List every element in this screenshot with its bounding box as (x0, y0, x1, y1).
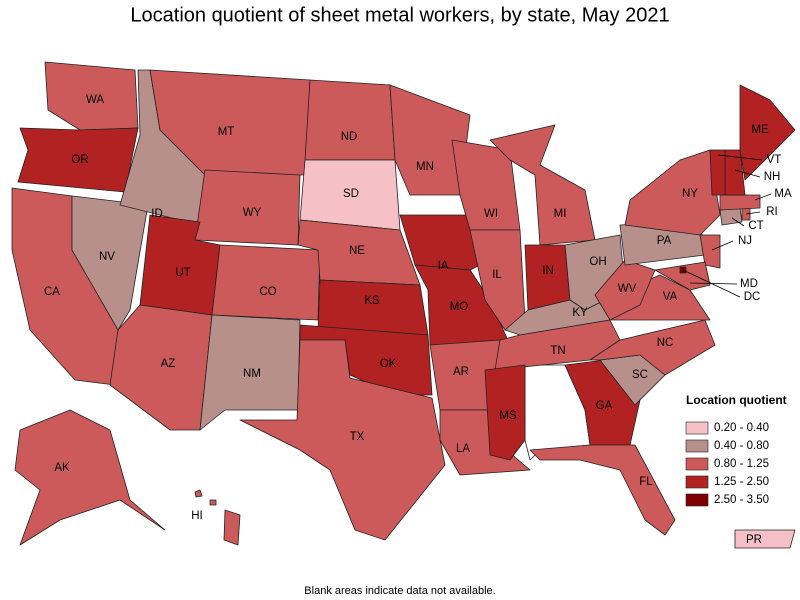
state-label: NE (349, 245, 365, 257)
state-label: SD (343, 188, 359, 200)
state-label: PR (746, 534, 762, 546)
state-label: CO (259, 286, 276, 298)
state-label: MA (774, 188, 792, 200)
state-label: MS (499, 410, 517, 422)
state-label: NM (243, 368, 261, 380)
map-title: Location quotient of sheet metal workers… (130, 4, 669, 26)
state (524, 244, 571, 311)
state (199, 314, 301, 431)
state (317, 279, 429, 336)
state-label: IA (438, 260, 449, 272)
state-label: UT (175, 267, 190, 279)
states (11, 61, 796, 549)
legend: 0.20 - 0.40 0.40 - 0.80 0.80 - 1.25 1.25 - … (685, 421, 769, 507)
state (211, 244, 321, 321)
state-label: CT (748, 220, 763, 232)
legend-label: 0.40 - 0.80 (714, 440, 769, 452)
leader-line (754, 193, 772, 201)
state-label: KY (572, 307, 588, 319)
state-label: MT (218, 126, 235, 138)
state (194, 489, 203, 498)
state (389, 84, 471, 196)
legend-label: 1.25 - 2.50 (714, 476, 769, 488)
state-label: AK (54, 462, 70, 474)
state (529, 444, 676, 536)
state-label: IL (492, 269, 502, 281)
state-label: MD (740, 278, 758, 290)
state-label: WY (243, 207, 262, 219)
legend-title: Location quotient (686, 393, 787, 407)
state-label: OK (380, 358, 397, 370)
legend-swatch (685, 493, 709, 507)
state (734, 529, 796, 549)
legend-label: 2.50 - 3.50 (714, 494, 769, 506)
state-label: NY (682, 188, 698, 200)
state (709, 149, 726, 196)
leader-line (734, 169, 761, 178)
leader-line (717, 154, 763, 161)
leader-line (745, 211, 761, 215)
state-label: MN (416, 161, 434, 173)
state-part (209, 499, 217, 506)
state-label: MI (554, 208, 567, 220)
state-label: OR (71, 154, 88, 166)
state (589, 319, 716, 376)
state-label: ND (341, 131, 358, 143)
state-label: GA (596, 400, 613, 412)
state-label: WV (618, 283, 637, 295)
state-label: NJ (738, 235, 752, 247)
state-label: NV (99, 251, 115, 263)
legend-swatch (685, 475, 709, 489)
state-label: KS (364, 295, 380, 307)
legend-swatch (685, 421, 709, 435)
state (624, 149, 721, 236)
state-label: VA (663, 291, 678, 303)
legend-label: 0.80 - 1.25 (714, 458, 769, 470)
state (239, 339, 446, 541)
state-label: FL (639, 476, 653, 488)
state-label: NH (764, 171, 781, 183)
legend-swatch (685, 439, 709, 453)
state-labels: WA OR CA NV ID MT WY UT AZ CO NM ND SD NE KS OK TX MN IA MO… (44, 94, 792, 546)
state (14, 409, 166, 546)
state (719, 194, 761, 211)
state-label: LA (456, 443, 470, 455)
state-label: TN (550, 345, 565, 357)
state-label: MO (450, 301, 469, 313)
state-label: SC (632, 369, 648, 381)
state-label: TX (350, 431, 365, 443)
state-label: NC (657, 337, 674, 349)
state (304, 79, 396, 161)
leader-line (689, 282, 738, 285)
state-label: ME (751, 124, 769, 136)
state-label: OH (589, 256, 606, 268)
state-label: HI (191, 510, 203, 522)
state (484, 364, 526, 461)
state-label: WA (86, 94, 104, 106)
state-label: IN (542, 265, 554, 277)
state (739, 84, 796, 181)
state-label: ID (151, 208, 163, 220)
state (699, 234, 721, 269)
leader-line (731, 217, 745, 227)
state-label: DC (744, 291, 761, 303)
state-part (223, 509, 241, 546)
state-label: VT (767, 154, 782, 166)
leader-line (682, 269, 741, 298)
state-label: AR (453, 366, 469, 378)
legend-swatch (685, 457, 709, 471)
state (594, 259, 656, 321)
state-label: PA (657, 235, 672, 247)
leader-line (711, 240, 734, 251)
legend-label: 0.20 - 0.40 (714, 422, 769, 434)
state-label: AZ (161, 358, 176, 370)
state-label: WI (484, 208, 498, 220)
footnote: Blank areas indicate data not available. (304, 585, 495, 597)
state-label: RI (766, 206, 778, 218)
state-label: CA (44, 286, 60, 298)
